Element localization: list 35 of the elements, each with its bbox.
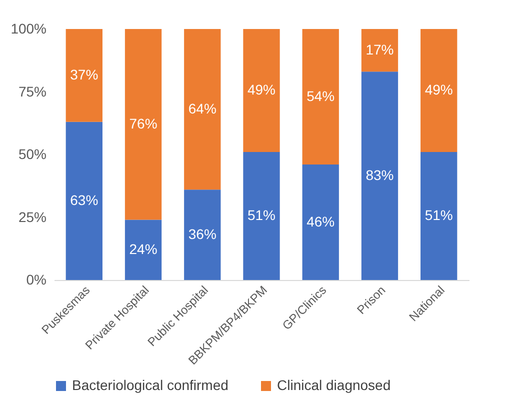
data-label: 24% [129, 240, 158, 257]
data-label: 54% [306, 88, 335, 104]
y-tick-label: 0% [26, 272, 46, 288]
data-label: 76% [129, 115, 158, 132]
data-label: 64% [188, 100, 216, 116]
bar [420, 29, 458, 152]
bar [361, 72, 398, 280]
bar [124, 29, 162, 220]
data-label: 83% [366, 166, 394, 183]
data-label: 46% [306, 213, 335, 230]
bar [302, 164, 339, 280]
bar [243, 152, 280, 280]
data-label: 49% [247, 81, 276, 98]
data-label: 17% [366, 41, 394, 58]
bar [124, 220, 162, 280]
y-tick-label: 100% [10, 20, 46, 36]
y-tick-label: 25% [18, 208, 46, 225]
bar [66, 122, 102, 280]
data-label: 51% [247, 206, 276, 223]
data-label: 37% [70, 66, 98, 82]
legend-label: Clinical diagnosed [277, 377, 391, 393]
bar [66, 29, 102, 122]
bar [184, 190, 221, 280]
bar [302, 29, 339, 165]
data-label: 49% [424, 81, 453, 98]
bar [361, 29, 398, 72]
legend-label: Bacteriological confirmed [72, 377, 228, 393]
data-label: 36% [188, 226, 216, 242]
y-tick-label: 75% [18, 83, 46, 100]
bar [420, 152, 458, 280]
bar [243, 29, 280, 152]
data-label: 51% [424, 206, 453, 223]
bar [184, 29, 221, 190]
y-tick-label: 50% [18, 146, 46, 162]
data-label: 63% [70, 192, 98, 208]
